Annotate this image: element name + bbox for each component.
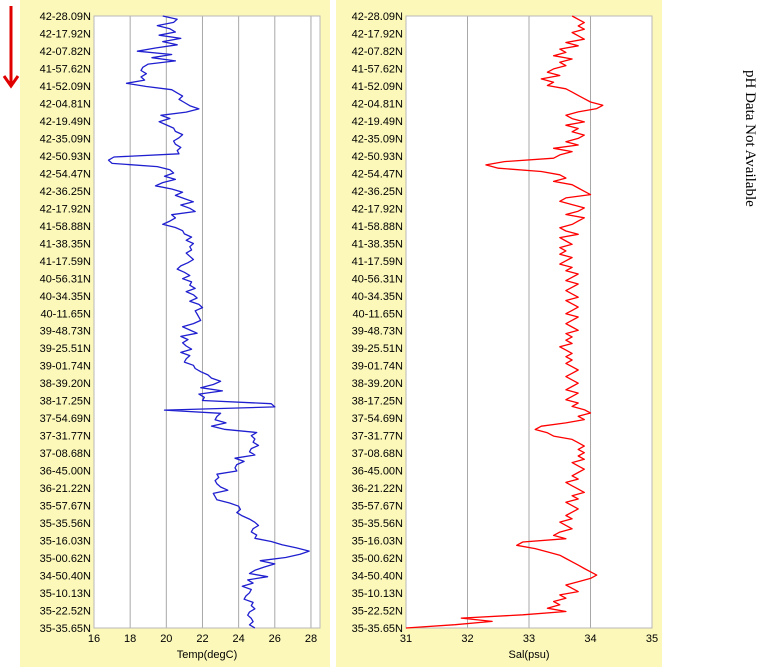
sal-y-tick-label: 35-57.67N (352, 501, 403, 513)
temp-y-tick-label: 36-21.22N (40, 483, 91, 495)
temp-y-tick-label: 40-56.31N (40, 273, 91, 285)
temp-x-tick-label: 28 (305, 633, 317, 645)
temp-y-tick-label: 35-00.62N (40, 553, 91, 565)
temp-y-tick-label: 41-58.88N (40, 221, 91, 233)
temp-y-tick-label: 36-45.00N (40, 466, 91, 478)
temp-y-tick-label: 42-04.81N (40, 98, 91, 110)
temperature-panel: 16 18 20 22 24 26 28 42-28.09N 42-17.92N 42-07.82… (20, 0, 330, 667)
temp-y-tick-label: 35-16.03N (40, 536, 91, 548)
sal-y-tick-label: 40-11.65N (352, 308, 403, 320)
temp-y-tick-label: 42-35.09N (40, 133, 91, 145)
sal-y-tick-label: 39-25.51N (352, 343, 403, 355)
temp-y-tick-label: 41-57.62N (40, 63, 91, 75)
temp-y-tick-label: 35-10.13N (40, 588, 91, 600)
temp-x-tick-label: 16 (88, 633, 100, 645)
temp-y-tick-label: 35-35.65N (40, 623, 91, 635)
temp-y-tick-label: 42-19.49N (40, 116, 91, 128)
sal-y-tick-label: 34-50.40N (352, 571, 403, 583)
temp-y-tick-label: 37-54.69N (40, 413, 91, 425)
sal-y-tick-label: 42-28.09N (352, 11, 403, 23)
sal-y-tick-label: 41-38.35N (352, 238, 403, 250)
sal-x-tick-label: 35 (646, 633, 658, 645)
temp-y-tick-label: 39-48.73N (40, 326, 91, 338)
sal-plot-border (405, 15, 653, 629)
temp-y-tick-label: 35-22.52N (40, 606, 91, 618)
sal-x-axis-label: Sal(psu) (509, 649, 550, 661)
sal-y-tick-label: 42-04.81N (352, 98, 403, 110)
sal-y-tick-label: 35-22.52N (352, 606, 403, 618)
sal-y-tick-label: 39-48.73N (352, 326, 403, 338)
temp-x-tick-label: 24 (233, 633, 245, 645)
temp-y-tick-label: 35-35.56N (40, 518, 91, 530)
temp-y-tick-label: 37-08.68N (40, 448, 91, 460)
sal-y-tick-label: 42-17.92N (352, 203, 403, 215)
temp-y-tick-label: 42-28.09N (40, 11, 91, 23)
sal-y-tick-label: 40-34.35N (352, 291, 403, 303)
sal-y-tick-label: 35-10.13N (352, 588, 403, 600)
salinity-panel: 31 32 33 34 35 42-28.09N 42-17.92N 42-07.82N 41-… (336, 0, 662, 667)
temp-y-tick-label: 42-54.47N (40, 168, 91, 180)
temp-y-tick-label: 39-01.74N (40, 361, 91, 373)
sal-y-tick-label: 37-08.68N (352, 448, 403, 460)
temp-y-tick-label: 42-17.92N (40, 203, 91, 215)
sal-y-tick-label: 38-17.25N (352, 396, 403, 408)
temp-y-tick-label: 40-11.65N (40, 308, 91, 320)
sal-y-tick-label: 42-36.25N (352, 186, 403, 198)
sal-y-tick-label: 36-21.22N (352, 483, 403, 495)
salinity-chart: 31 32 33 34 35 42-28.09N 42-17.92N 42-07.82N 41-… (352, 11, 659, 661)
temp-y-tick-label: 42-17.92N (40, 28, 91, 40)
sal-y-tick-label: 41-58.88N (352, 221, 403, 233)
sal-y-tick-label: 42-50.93N (352, 151, 403, 163)
sal-y-tick-label: 42-19.49N (352, 116, 403, 128)
temp-y-tick-label: 39-25.51N (40, 343, 91, 355)
sal-y-tick-label: 41-57.62N (352, 63, 403, 75)
sal-y-tick-label: 40-56.31N (352, 273, 403, 285)
temp-y-tick-label: 42-50.93N (40, 151, 91, 163)
sal-x-tick-label: 34 (584, 633, 596, 645)
temp-y-tick-label: 41-17.59N (40, 256, 91, 268)
sal-y-tick-label: 41-17.59N (352, 256, 403, 268)
sal-y-tick-label: 41-52.09N (352, 81, 403, 93)
temp-y-tick-label: 38-17.25N (40, 396, 91, 408)
temp-y-tick-label: 35-57.67N (40, 501, 91, 513)
sal-y-tick-label: 37-54.69N (352, 413, 403, 425)
temp-x-tick-label: 18 (124, 633, 136, 645)
sal-y-tick-label: 42-07.82N (352, 46, 403, 58)
temp-series-line (107, 15, 310, 629)
temp-x-axis-label: Temp(degC) (177, 649, 238, 661)
temp-plot-border (93, 15, 321, 629)
sal-y-tick-label: 35-35.65N (352, 623, 403, 635)
temp-x-tick-label: 20 (160, 633, 172, 645)
sal-x-tick-label: 32 (461, 633, 473, 645)
ph-unavailable-text: pH Data Not Available (742, 70, 758, 207)
sal-y-tick-label: 35-35.56N (352, 518, 403, 530)
sal-y-tick-label: 36-45.00N (352, 466, 403, 478)
temp-y-tick-label: 34-50.40N (40, 571, 91, 583)
ph-unavailable-note: pH Data Not Available (730, 60, 760, 290)
temp-x-tick-label: 22 (196, 633, 208, 645)
temp-y-tick-label: 38-39.20N (40, 378, 91, 390)
temp-y-tick-label: 41-52.09N (40, 81, 91, 93)
temp-plot-area (94, 16, 320, 628)
temp-x-tick-label: 26 (269, 633, 281, 645)
down-arrow-icon (2, 6, 20, 89)
sal-y-tick-label: 42-35.09N (352, 133, 403, 145)
sal-x-tick-label: 31 (400, 633, 412, 645)
temp-y-tick-label: 40-34.35N (40, 291, 91, 303)
sal-y-tick-label: 39-01.74N (352, 361, 403, 373)
sal-x-tick-label: 33 (523, 633, 535, 645)
temperature-chart: 16 18 20 22 24 26 28 42-28.09N 42-17.92N 42-07.82… (40, 11, 321, 661)
sal-y-tick-label: 38-39.20N (352, 378, 403, 390)
temp-y-tick-label: 42-07.82N (40, 46, 91, 58)
sal-y-tick-label: 35-16.03N (352, 536, 403, 548)
sal-y-tick-label: 35-00.62N (352, 553, 403, 565)
sal-y-tick-label: 42-54.47N (352, 168, 403, 180)
sal-y-tick-label: 42-17.92N (352, 28, 403, 40)
temp-y-tick-label: 37-31.77N (40, 431, 91, 443)
sal-y-tick-label: 37-31.77N (352, 431, 403, 443)
temp-y-tick-label: 41-38.35N (40, 238, 91, 250)
temp-y-tick-label: 42-36.25N (40, 186, 91, 198)
sal-series-line (405, 15, 604, 629)
